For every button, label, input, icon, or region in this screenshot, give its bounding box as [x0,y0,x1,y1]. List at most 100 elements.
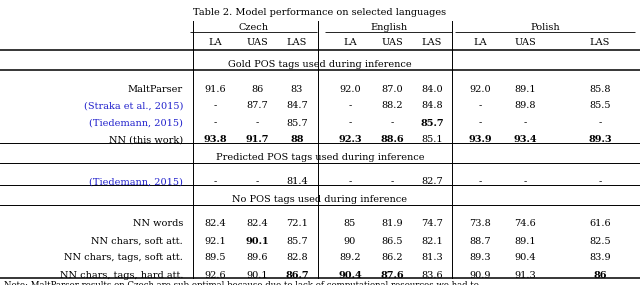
Text: -: - [255,178,259,186]
Text: 85.7: 85.7 [286,237,308,245]
Text: 86: 86 [593,270,607,280]
Text: 85.7: 85.7 [286,119,308,127]
Text: 91.7: 91.7 [245,135,269,144]
Text: 87.6: 87.6 [380,270,404,280]
Text: (Tiedemann, 2015): (Tiedemann, 2015) [89,178,183,186]
Text: 90.1: 90.1 [245,237,269,245]
Text: 74.7: 74.7 [421,219,443,229]
Text: Note: MaltParser results on Czech are sub-optimal because due to lack of computa: Note: MaltParser results on Czech are su… [4,281,479,285]
Text: 89.1: 89.1 [514,237,536,245]
Text: 82.7: 82.7 [421,178,443,186]
Text: 84.8: 84.8 [421,101,443,111]
Text: 89.3: 89.3 [588,135,612,144]
Text: -: - [478,178,482,186]
Text: MaltParser: MaltParser [128,84,183,93]
Text: 83: 83 [291,84,303,93]
Text: 88: 88 [291,135,304,144]
Text: LA: LA [343,38,357,47]
Text: 89.3: 89.3 [469,253,491,262]
Text: -: - [598,119,602,127]
Text: 82.5: 82.5 [589,237,611,245]
Text: UAS: UAS [514,38,536,47]
Text: 88.2: 88.2 [381,101,403,111]
Text: -: - [255,119,259,127]
Text: 87.7: 87.7 [246,101,268,111]
Text: 81.9: 81.9 [381,219,403,229]
Text: 89.5: 89.5 [204,253,226,262]
Text: LA: LA [208,38,222,47]
Text: 85.5: 85.5 [589,101,611,111]
Text: 87.0: 87.0 [381,84,403,93]
Text: 90: 90 [344,237,356,245]
Text: -: - [598,178,602,186]
Text: Predicted POS tags used during inference: Predicted POS tags used during inference [216,153,424,162]
Text: -: - [348,119,351,127]
Text: Czech: Czech [239,23,269,32]
Text: 90.4: 90.4 [338,270,362,280]
Text: NN chars, soft att.: NN chars, soft att. [92,237,183,245]
Text: 83.9: 83.9 [589,253,611,262]
Text: 88.7: 88.7 [469,237,491,245]
Text: LAS: LAS [422,38,442,47]
Text: 86.5: 86.5 [381,237,403,245]
Text: -: - [478,119,482,127]
Text: 83.6: 83.6 [421,270,443,280]
Text: UAS: UAS [246,38,268,47]
Text: 81.4: 81.4 [286,178,308,186]
Text: -: - [213,119,216,127]
Text: 92.1: 92.1 [204,237,226,245]
Text: 84.7: 84.7 [286,101,308,111]
Text: 89.8: 89.8 [515,101,536,111]
Text: NN chars, tags, hard att.: NN chars, tags, hard att. [60,270,183,280]
Text: -: - [213,178,216,186]
Text: -: - [213,101,216,111]
Text: Gold POS tags used during inference: Gold POS tags used during inference [228,60,412,69]
Text: Table 2. Model performance on selected languages: Table 2. Model performance on selected l… [193,8,447,17]
Text: English: English [370,23,407,32]
Text: NN (this work): NN (this work) [109,135,183,144]
Text: 89.2: 89.2 [339,253,361,262]
Text: 61.6: 61.6 [589,219,611,229]
Text: 82.4: 82.4 [204,219,226,229]
Text: -: - [524,119,527,127]
Text: -: - [478,101,482,111]
Text: 92.0: 92.0 [339,84,361,93]
Text: 85.8: 85.8 [589,84,611,93]
Text: 90.9: 90.9 [469,270,491,280]
Text: NN words: NN words [132,219,183,229]
Text: 73.8: 73.8 [469,219,491,229]
Text: 72.1: 72.1 [286,219,308,229]
Text: 89.6: 89.6 [246,253,268,262]
Text: 74.6: 74.6 [514,219,536,229]
Text: 82.8: 82.8 [286,253,308,262]
Text: (Straka et al., 2015): (Straka et al., 2015) [84,101,183,111]
Text: 90.1: 90.1 [246,270,268,280]
Text: 91.6: 91.6 [204,84,226,93]
Text: 90.4: 90.4 [514,253,536,262]
Text: -: - [524,178,527,186]
Text: 92.3: 92.3 [338,135,362,144]
Text: 89.1: 89.1 [514,84,536,93]
Text: (Tiedemann, 2015): (Tiedemann, 2015) [89,119,183,127]
Text: Polish: Polish [530,23,560,32]
Text: UAS: UAS [381,38,403,47]
Text: 82.1: 82.1 [421,237,443,245]
Text: 92.6: 92.6 [204,270,226,280]
Text: No POS tags used during inference: No POS tags used during inference [232,195,408,204]
Text: LAS: LAS [287,38,307,47]
Text: 84.0: 84.0 [421,84,443,93]
Text: 81.3: 81.3 [421,253,443,262]
Text: 93.8: 93.8 [203,135,227,144]
Text: -: - [348,101,351,111]
Text: LAS: LAS [590,38,610,47]
Text: 85.1: 85.1 [421,135,443,144]
Text: 85.7: 85.7 [420,119,444,127]
Text: 93.9: 93.9 [468,135,492,144]
Text: 82.4: 82.4 [246,219,268,229]
Text: -: - [390,119,394,127]
Text: 93.4: 93.4 [513,135,537,144]
Text: LA: LA [473,38,487,47]
Text: 86: 86 [251,84,263,93]
Text: -: - [390,178,394,186]
Text: 92.0: 92.0 [469,84,491,93]
